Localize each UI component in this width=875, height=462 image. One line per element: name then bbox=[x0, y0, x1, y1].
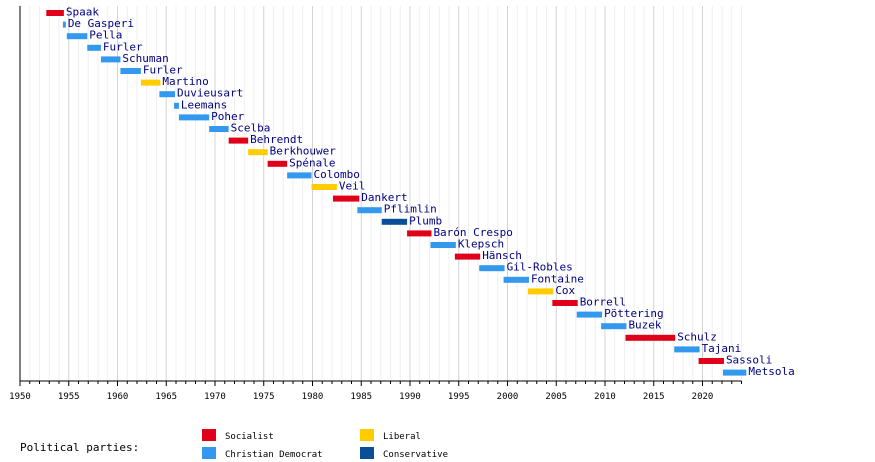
president-label: Metsola bbox=[748, 365, 794, 378]
x-tick-label: 1995 bbox=[448, 392, 470, 402]
term-bar bbox=[479, 265, 505, 272]
legend-label: Liberal bbox=[383, 432, 421, 442]
president-label: Duvieusart bbox=[177, 87, 243, 100]
president-label: Behrendt bbox=[250, 133, 303, 146]
x-tick-label: 1955 bbox=[58, 392, 80, 402]
legend-label: Socialist bbox=[225, 432, 274, 442]
term-bar bbox=[267, 160, 288, 167]
president-label: Martino bbox=[162, 75, 208, 88]
legend: Political parties: Socialist Liberal Christ… bbox=[20, 429, 448, 460]
term-bar bbox=[674, 346, 700, 353]
term-bar bbox=[722, 369, 747, 376]
x-tick-label: 1975 bbox=[253, 392, 275, 402]
x-axis: 1950 1955 1960 1965 1970 1975 1980 1985 1990 1995… bbox=[9, 6, 742, 402]
term-bar bbox=[87, 44, 101, 51]
term-bar bbox=[100, 56, 121, 63]
x-tick-label: 1980 bbox=[302, 392, 324, 402]
term-bar bbox=[381, 218, 408, 225]
term-bar bbox=[625, 334, 676, 341]
president-label: Pflimlin bbox=[384, 203, 437, 216]
president-label: Plumb bbox=[409, 214, 442, 227]
legend-title: Political parties: bbox=[20, 441, 139, 454]
legend-swatch bbox=[202, 447, 216, 459]
president-label: Poher bbox=[211, 110, 244, 123]
x-tick-label: 2020 bbox=[692, 392, 714, 402]
x-tick-label: 1965 bbox=[155, 392, 177, 402]
president-label: Berkhouwer bbox=[270, 145, 337, 158]
president-label: Veil bbox=[339, 180, 366, 193]
term-bar bbox=[407, 230, 432, 237]
term-bar bbox=[174, 102, 179, 109]
term-bar bbox=[248, 149, 268, 156]
president-label: Schulz bbox=[677, 330, 717, 343]
term-bar bbox=[140, 79, 161, 86]
term-bar bbox=[287, 172, 312, 179]
president-label: Klepsch bbox=[458, 238, 504, 251]
president-label: Barón Crespo bbox=[433, 226, 512, 239]
x-tick-label: 2015 bbox=[643, 392, 665, 402]
president-label: Fontaine bbox=[531, 272, 584, 285]
president-label: Dankert bbox=[361, 191, 407, 204]
term-bar bbox=[159, 91, 176, 98]
x-tick-label: 1970 bbox=[204, 392, 226, 402]
president-label: Leemans bbox=[181, 98, 227, 111]
term-bar bbox=[454, 253, 481, 260]
term-bar bbox=[357, 207, 382, 214]
legend-swatch bbox=[202, 429, 216, 441]
term-bar bbox=[46, 10, 64, 16]
term-bar bbox=[430, 242, 456, 248]
term-bar bbox=[527, 288, 554, 295]
term-bar bbox=[311, 184, 337, 190]
x-tick-label: 2005 bbox=[545, 392, 567, 402]
legend-swatch bbox=[360, 447, 374, 459]
term-bar bbox=[601, 323, 627, 330]
president-label: Schuman bbox=[122, 52, 168, 65]
x-tick-label: 1990 bbox=[399, 392, 421, 402]
president-label: Buzek bbox=[628, 319, 661, 332]
president-label: Sassoli bbox=[726, 354, 772, 367]
president-label: Hänsch bbox=[482, 249, 522, 262]
term-bar bbox=[62, 21, 66, 28]
term-bar bbox=[576, 311, 603, 318]
president-label: Scelba bbox=[231, 122, 271, 135]
president-label: Furler bbox=[103, 40, 143, 53]
president-label: Spénale bbox=[289, 156, 335, 169]
president-label: Borrell bbox=[580, 296, 626, 309]
president-label: Furler bbox=[143, 64, 183, 77]
term-bars bbox=[46, 10, 747, 376]
x-tick-label: 1950 bbox=[9, 392, 31, 402]
term-bar bbox=[120, 68, 141, 74]
president-label: Spaak bbox=[66, 6, 99, 19]
president-label: De Gasperi bbox=[68, 17, 134, 30]
x-tick-label: 2010 bbox=[594, 392, 616, 402]
x-tick-label: 1985 bbox=[350, 392, 372, 402]
x-tick-label: 2000 bbox=[497, 392, 519, 402]
x-tick-label: 1960 bbox=[107, 392, 129, 402]
term-bar bbox=[552, 300, 578, 306]
term-bar bbox=[178, 114, 210, 121]
term-bar bbox=[698, 358, 724, 364]
term-bar bbox=[332, 195, 360, 202]
president-label: Pella bbox=[89, 29, 122, 42]
president-label: Tajani bbox=[702, 342, 742, 355]
president-label: Cox bbox=[555, 284, 575, 297]
legend-swatch bbox=[360, 429, 374, 441]
president-label: Colombo bbox=[314, 168, 360, 181]
legend-label: Christian Democrat bbox=[225, 450, 323, 460]
term-bar bbox=[228, 137, 249, 144]
term-bar bbox=[66, 33, 88, 40]
term-bar bbox=[503, 276, 529, 283]
legend-label: Conservative bbox=[383, 450, 448, 460]
president-label: Pöttering bbox=[604, 307, 664, 320]
term-bar bbox=[209, 126, 229, 132]
president-label: Gil-Robles bbox=[507, 261, 573, 274]
